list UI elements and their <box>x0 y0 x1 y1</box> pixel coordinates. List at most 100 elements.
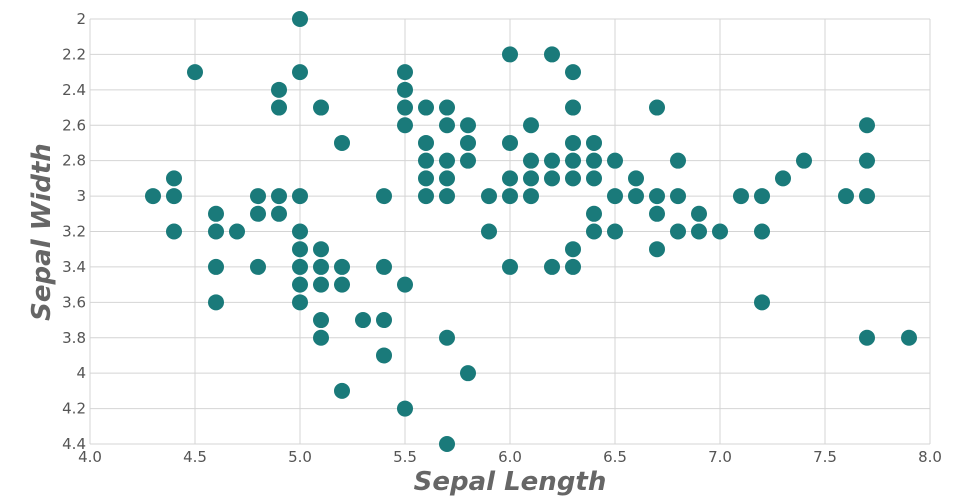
y-tick-label: 3.6 <box>62 293 86 311</box>
x-axis-title: Sepal Length <box>414 467 607 497</box>
data-point <box>586 134 602 151</box>
data-point <box>838 188 854 205</box>
y-tick-label: 4 <box>76 364 86 382</box>
y-tick-label: 3 <box>76 187 86 205</box>
data-point <box>439 170 455 187</box>
data-point <box>544 152 560 169</box>
x-tick-label: 4.5 <box>183 448 207 466</box>
data-point <box>418 99 434 116</box>
data-point <box>292 241 308 258</box>
y-axis-title: Sepal Width <box>27 143 57 321</box>
data-point <box>313 99 329 116</box>
data-point <box>271 205 287 222</box>
data-point <box>418 152 434 169</box>
data-point <box>754 188 770 205</box>
data-point <box>565 152 581 169</box>
y-tick-label: 4.2 <box>62 400 86 418</box>
data-point <box>334 276 350 293</box>
data-point <box>439 152 455 169</box>
y-tick-label: 2.8 <box>62 152 86 170</box>
data-point <box>439 188 455 205</box>
data-point <box>166 223 182 240</box>
x-tick-label: 4.0 <box>78 448 102 466</box>
data-point <box>901 329 917 346</box>
data-point <box>313 258 329 275</box>
data-point <box>565 170 581 187</box>
data-point <box>754 294 770 311</box>
data-point <box>523 188 539 205</box>
y-tick-label: 3.8 <box>62 329 86 347</box>
data-point <box>565 258 581 275</box>
data-point <box>523 152 539 169</box>
data-point <box>229 223 245 240</box>
data-point <box>250 205 266 222</box>
data-point <box>376 347 392 364</box>
x-tick-label: 7.0 <box>708 448 732 466</box>
data-point <box>397 64 413 81</box>
data-point <box>292 258 308 275</box>
data-point <box>208 223 224 240</box>
data-point <box>292 223 308 240</box>
data-point <box>649 188 665 205</box>
data-point <box>670 152 686 169</box>
data-point <box>439 436 455 452</box>
data-point <box>607 188 623 205</box>
data-point <box>187 64 203 81</box>
y-tick-label: 2.4 <box>62 81 86 99</box>
data-points <box>145 11 917 452</box>
data-point <box>796 152 812 169</box>
data-point <box>481 223 497 240</box>
data-point <box>397 276 413 293</box>
x-tick-label: 8.0 <box>918 448 942 466</box>
x-tick-label: 5.5 <box>393 448 417 466</box>
data-point <box>586 223 602 240</box>
data-point <box>292 11 308 27</box>
data-point <box>544 170 560 187</box>
grid <box>89 18 931 445</box>
data-point <box>292 64 308 81</box>
data-point <box>145 188 161 205</box>
data-point <box>313 276 329 293</box>
data-point <box>334 382 350 399</box>
x-tick-label: 6.5 <box>603 448 627 466</box>
data-point <box>565 134 581 151</box>
data-point <box>523 117 539 134</box>
data-point <box>313 312 329 329</box>
data-point <box>376 188 392 205</box>
data-point <box>502 258 518 275</box>
data-point <box>691 205 707 222</box>
data-point <box>859 152 875 169</box>
data-point <box>166 170 182 187</box>
data-point <box>691 223 707 240</box>
data-point <box>502 188 518 205</box>
data-point <box>859 329 875 346</box>
data-point <box>439 117 455 134</box>
data-point <box>502 46 518 63</box>
x-axis-ticks: 4.0 4.5 5.0 5.5 6.0 6.5 7.0 7.5 8.0 <box>78 448 942 466</box>
data-point <box>775 170 791 187</box>
data-point <box>313 329 329 346</box>
data-point <box>460 134 476 151</box>
data-point <box>649 205 665 222</box>
data-point <box>334 258 350 275</box>
data-point <box>565 64 581 81</box>
data-point <box>628 170 644 187</box>
data-point <box>313 241 329 258</box>
data-point <box>397 117 413 134</box>
data-point <box>292 276 308 293</box>
data-point <box>859 117 875 134</box>
data-point <box>859 188 875 205</box>
data-point <box>250 188 266 205</box>
data-point <box>754 223 770 240</box>
x-tick-label: 6.0 <box>498 448 522 466</box>
data-point <box>502 134 518 151</box>
data-point <box>628 188 644 205</box>
data-point <box>607 223 623 240</box>
y-tick-label: 4.4 <box>62 435 86 453</box>
data-point <box>439 329 455 346</box>
data-point <box>544 46 560 63</box>
data-point <box>418 188 434 205</box>
data-point <box>544 258 560 275</box>
